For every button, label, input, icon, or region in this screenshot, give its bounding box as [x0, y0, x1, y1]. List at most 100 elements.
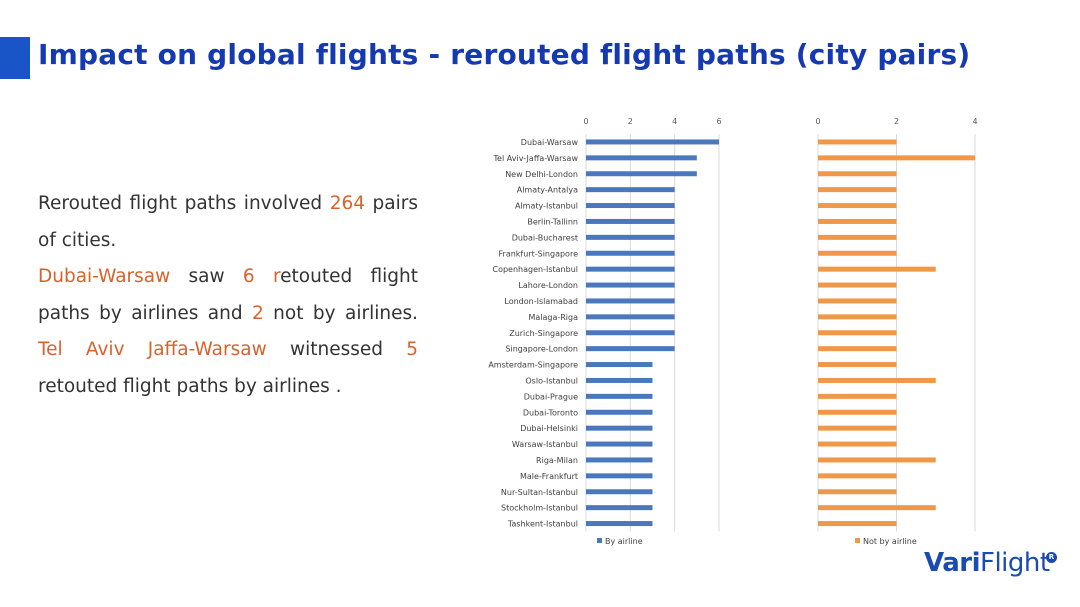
category-label: Riga-Milan	[536, 456, 578, 465]
category-label: Dubai-Helsinki	[520, 424, 578, 433]
bar	[818, 393, 897, 399]
bar	[586, 203, 675, 209]
category-label: Lahore-London	[518, 281, 578, 290]
bar	[818, 155, 975, 161]
bar	[818, 171, 897, 177]
category-label: Singapore-London	[505, 345, 578, 354]
number-highlight-1: 6	[242, 266, 255, 287]
bar	[586, 234, 675, 240]
bar	[586, 266, 675, 272]
title-accent-bar	[0, 37, 30, 79]
pair-count-highlight: 264	[329, 193, 365, 214]
bar	[586, 250, 675, 256]
category-label: London-Islamabad	[504, 297, 578, 306]
number-highlight-2: 2	[251, 302, 264, 324]
category-label: Stockholm-Istanbul	[501, 504, 578, 513]
x-tick-label: 0	[583, 117, 588, 126]
category-label: Frankfurt-Singapore	[499, 249, 579, 258]
bar	[586, 425, 653, 431]
category-label: Dubai-Prague	[524, 392, 578, 401]
bar	[818, 218, 897, 224]
x-tick-label: 6	[716, 117, 721, 126]
category-label: Zurich-Singapore	[509, 329, 578, 338]
bar	[586, 457, 653, 463]
bar	[818, 362, 897, 368]
city-pair-highlight-1: Dubai-Warsaw	[38, 266, 171, 287]
category-label: Malaga-Riga	[528, 313, 578, 322]
category-label: Almaty-Antalya	[517, 186, 578, 195]
x-tick-label: 4	[672, 117, 677, 126]
category-label: Nur-Sultan-Istanbul	[501, 488, 578, 497]
category-label: Berlin-Tallinn	[527, 217, 578, 226]
bar	[586, 155, 697, 161]
city-pair-highlight-2: Tel Aviv Jaffa-Warsaw	[38, 339, 267, 360]
bar	[818, 282, 897, 288]
summary-paragraph-2: Dubai-Warsaw saw 6 retouted flight paths…	[38, 259, 418, 405]
bar	[818, 505, 936, 511]
slide-title: Impact on global flights - rerouted flig…	[38, 38, 971, 71]
bar	[818, 489, 897, 495]
bar	[818, 346, 897, 352]
bar	[818, 425, 897, 431]
bar	[818, 203, 897, 209]
bar	[818, 330, 897, 336]
bar	[586, 330, 675, 336]
bar	[818, 409, 897, 415]
bar	[818, 266, 936, 272]
bar	[586, 393, 653, 399]
summary-paragraph-1: Rerouted flight paths involved 264 pairs…	[38, 186, 418, 259]
bar	[818, 250, 897, 256]
variflight-logo: VariFlight R	[924, 548, 1057, 578]
bar	[818, 377, 936, 383]
logo-text-flight: Flight	[979, 548, 1050, 578]
category-label: Oslo-Istanbul	[525, 376, 578, 385]
bar	[818, 139, 897, 145]
text-segment: retouted flight paths by airlines .	[38, 375, 342, 397]
category-label: Male-Frankfurt	[520, 472, 578, 481]
number-highlight-3: 5	[406, 339, 418, 360]
bar	[586, 441, 653, 447]
category-label: Tashkent-Istanbul	[507, 520, 578, 529]
bar	[586, 218, 675, 224]
bar	[818, 187, 897, 193]
bar	[586, 314, 675, 320]
text-segment: not by airlines.	[263, 302, 418, 324]
text-segment: saw	[170, 266, 243, 287]
bar	[818, 521, 897, 527]
text-segment: witnessed	[266, 339, 407, 360]
text-segment: etouted flight paths by airlines and	[38, 266, 418, 324]
logo-text-vari: Vari	[924, 548, 980, 578]
legend-label: Not by airline	[863, 537, 917, 546]
bar	[586, 298, 675, 304]
bar	[818, 314, 897, 320]
text-segment: pairs of cities.	[38, 193, 418, 251]
summary-text: Rerouted flight paths involved 264 pairs…	[38, 186, 418, 405]
x-tick-label: 2	[894, 117, 899, 126]
registered-mark-icon: R	[1046, 552, 1057, 563]
x-tick-label: 0	[815, 117, 820, 126]
category-label: Copenhagen-Istanbul	[493, 265, 579, 274]
bar	[586, 171, 697, 177]
text-segment: Rerouted flight paths involved	[38, 193, 330, 214]
category-label: Dubai-Warsaw	[521, 138, 579, 147]
bar	[586, 409, 653, 415]
letter-highlight: r	[254, 266, 281, 287]
bar	[586, 362, 653, 368]
legend-swatch	[597, 538, 602, 543]
bar	[586, 139, 719, 145]
bar	[586, 346, 675, 352]
bar	[586, 505, 653, 511]
category-label: Tel Aviv-Jaffa-Warsaw	[493, 154, 579, 163]
bar	[586, 187, 675, 193]
bar	[818, 234, 897, 240]
category-label: Warsaw-Istanbul	[512, 440, 578, 449]
bar	[818, 457, 936, 463]
category-label: Dubai-Bucharest	[512, 233, 578, 242]
legend-label: By airline	[605, 537, 643, 546]
legend-swatch	[855, 538, 860, 543]
category-label: New Delhi-London	[505, 170, 578, 179]
bar	[586, 489, 653, 495]
bar	[818, 441, 897, 447]
